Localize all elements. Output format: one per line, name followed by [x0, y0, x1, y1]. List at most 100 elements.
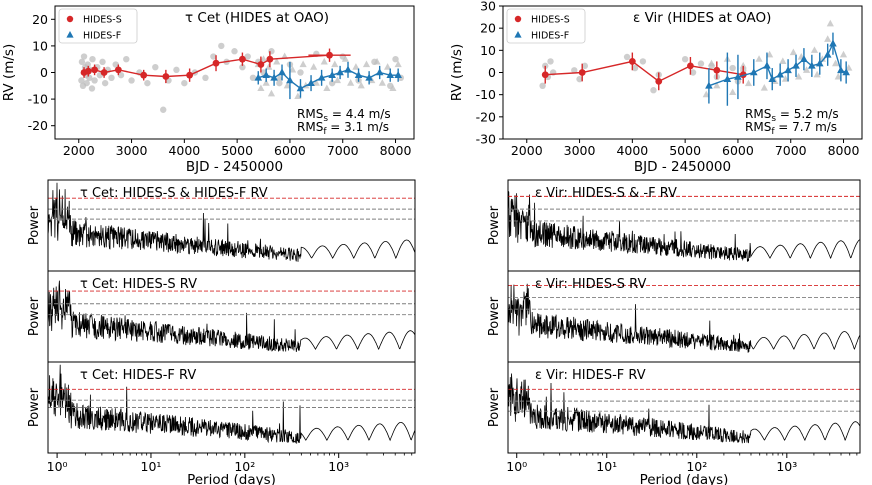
periodogram-panel: τ Cet: HIDES-S & HIDES-F RV Power [27, 179, 416, 272]
gray-triangle [845, 64, 853, 71]
data-point [91, 66, 98, 74]
gray-triangle [352, 63, 360, 70]
gray-triangle [795, 72, 803, 80]
gray-triangle [357, 81, 365, 89]
gray-point [112, 61, 119, 68]
gray-triangle [331, 60, 339, 68]
y-tick-label: 20 [32, 12, 48, 27]
data-point [278, 68, 286, 76]
gray-point [244, 53, 251, 60]
y-tick-label: 20 [480, 21, 496, 36]
gray-triangle [378, 79, 386, 86]
gray-triangle [832, 59, 840, 67]
data-point [837, 66, 845, 74]
gray-point [88, 85, 96, 92]
x-tick-label: 7000 [327, 143, 359, 158]
gray-point [239, 63, 246, 71]
data-point [628, 58, 636, 65]
x-tick-label: 2000 [511, 143, 543, 158]
data-point [286, 76, 294, 84]
x-tick-label: 4000 [616, 143, 648, 158]
legend-label-f: HIDES-F [83, 31, 121, 42]
gray-triangle [262, 79, 270, 86]
data-point [296, 84, 305, 92]
data-point [705, 81, 713, 89]
data-point [326, 51, 333, 59]
x-tick-label: 10¹ [141, 459, 162, 474]
gray-triangle [312, 79, 320, 86]
gray-point [99, 58, 106, 66]
gray-triangle [824, 35, 832, 42]
gray-triangle [294, 92, 302, 100]
data-point [365, 73, 373, 81]
gray-point [152, 63, 159, 71]
y-tick-label: 0 [40, 65, 48, 80]
data-point [749, 68, 758, 76]
chart-title: τ Cet (HIDES at OAO) [185, 10, 329, 26]
periodogram-line [47, 182, 416, 262]
y-tick-label: -30 [476, 132, 496, 147]
gray-point [101, 79, 109, 87]
x-tick-label: 10³ [328, 459, 349, 474]
gray-triangle [259, 55, 268, 62]
gray-point [631, 64, 639, 72]
gray-point [689, 69, 697, 76]
legend-label-s: HIDES-S [83, 15, 122, 26]
x-tick-label: 10¹ [596, 459, 617, 474]
gray-triangle [283, 81, 291, 89]
x-tick-label: 10⁰ [506, 459, 527, 474]
gray-triangle [299, 60, 307, 68]
data-point [842, 68, 850, 76]
gray-triangle [267, 89, 276, 97]
data-point [734, 72, 742, 80]
x-tick-label: 8000 [380, 143, 412, 158]
gray-triangle [818, 55, 827, 62]
gray-point [576, 75, 583, 83]
data-point [776, 70, 784, 78]
gray-triangle [273, 57, 281, 65]
x-tick-label: 4000 [168, 143, 200, 158]
gray-point [392, 56, 399, 63]
data-point [239, 55, 246, 63]
series-line-HIDES-F [258, 69, 399, 90]
legend-box [58, 8, 138, 44]
y-tick-label: -20 [476, 109, 496, 124]
gray-point [681, 56, 689, 63]
x-tick-label: 10² [234, 459, 255, 474]
data-point [723, 74, 732, 82]
data-point [768, 74, 777, 82]
x-axis-label: BJD - 2450000 [186, 159, 283, 175]
data-point [655, 77, 663, 85]
gray-triangle [755, 55, 763, 62]
panel-title: τ Cet: HIDES-F RV [80, 368, 196, 383]
gray-triangle [826, 19, 834, 27]
gray-point [218, 42, 225, 50]
data-point [800, 55, 808, 62]
data-point [541, 71, 549, 79]
data-point [713, 66, 721, 74]
y-tick-label: 10 [480, 43, 496, 58]
legend: HIDES-S HIDES-F [58, 8, 138, 44]
gray-point [84, 61, 91, 68]
rms-annotation: RMSf = 7.7 m/s [745, 120, 837, 137]
periodogram-line [507, 283, 861, 353]
legend-marker-s [514, 15, 522, 23]
gray-point [89, 56, 96, 63]
y-axis-label: Power [27, 296, 42, 336]
gray-point [231, 48, 238, 55]
data-point [375, 68, 384, 76]
gray-point [78, 58, 86, 66]
periodogram-panel: τ Cet: HIDES-F RV Power 10⁰ 10¹ 10² 10³ Period… [27, 361, 416, 485]
gray-triangle [394, 60, 402, 68]
data-point [257, 61, 265, 68]
gray-triangle [333, 76, 342, 84]
gray-triangle [347, 79, 355, 86]
gray-triangle [341, 55, 349, 62]
legend-marker-f [66, 31, 74, 38]
y-axis-label: Power [27, 205, 42, 245]
gray-point [539, 82, 546, 90]
gray-triangle [362, 60, 371, 68]
gray-triangle [834, 72, 842, 80]
gray-triangle [839, 50, 848, 58]
x-axis-label: BJD - 2450000 [634, 159, 731, 175]
